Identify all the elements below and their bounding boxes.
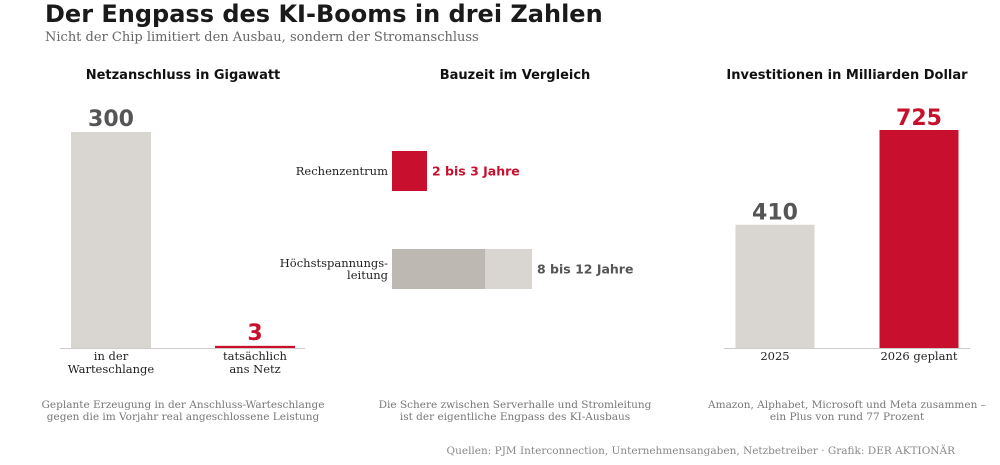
panel-1-value-label-1: 300	[88, 107, 134, 132]
panel-2-title: Bauzeit im Vergleich	[440, 68, 591, 83]
panel-2-value-label-1: 2 bis 3 Jahre	[432, 164, 520, 179]
source-note: Quellen: PJM Interconnection, Unternehme…	[446, 445, 955, 457]
panel-2-category-2: Höchstspannungs-leitung	[280, 256, 389, 282]
panel-2-caption: Die Schere zwischen Serverhalle und Stro…	[379, 399, 652, 423]
panel-3-bar-2	[879, 130, 959, 348]
panel-1-category-1: in der Warteschlange	[68, 349, 155, 376]
panel-1-caption: Geplante Erzeugung in der Anschluss-Wart…	[42, 399, 325, 423]
panel-1-value-label-2: 3	[247, 321, 262, 346]
panel-3-title: Investitionen in Milliarden Dollar	[726, 68, 968, 83]
panel-3-value-label-2: 725	[896, 106, 942, 131]
panel-2-category-1: Rechenzentrum	[296, 164, 388, 178]
panel-3-category-1: 2025	[760, 349, 789, 363]
panel-2-bar-2-min	[392, 249, 486, 289]
panel-2-value-label-2: 8 bis 12 Jahre	[537, 262, 633, 277]
panel-3-value-label-1: 410	[752, 201, 798, 226]
panel-1-title: Netzanschluss in Gigawatt	[86, 68, 281, 83]
panel-3-bar-1	[735, 224, 815, 348]
panel-2-bar-1	[392, 151, 427, 191]
panel-1-bar-2	[215, 345, 295, 348]
panel-1-bar-1	[71, 132, 151, 348]
panel-1-category-2: tatsächlich ans Netz	[223, 349, 288, 376]
page-title: Der Engpass des KI-Booms in drei Zahlen	[45, 0, 603, 28]
panel-3-category-2: 2026 geplant	[880, 349, 957, 363]
panel-3-caption: Amazon, Alphabet, Microsoft und Meta zus…	[707, 399, 986, 423]
panel-2-bar-2-range	[485, 249, 532, 289]
page-subtitle: Nicht der Chip limitiert den Ausbau, son…	[45, 30, 479, 45]
